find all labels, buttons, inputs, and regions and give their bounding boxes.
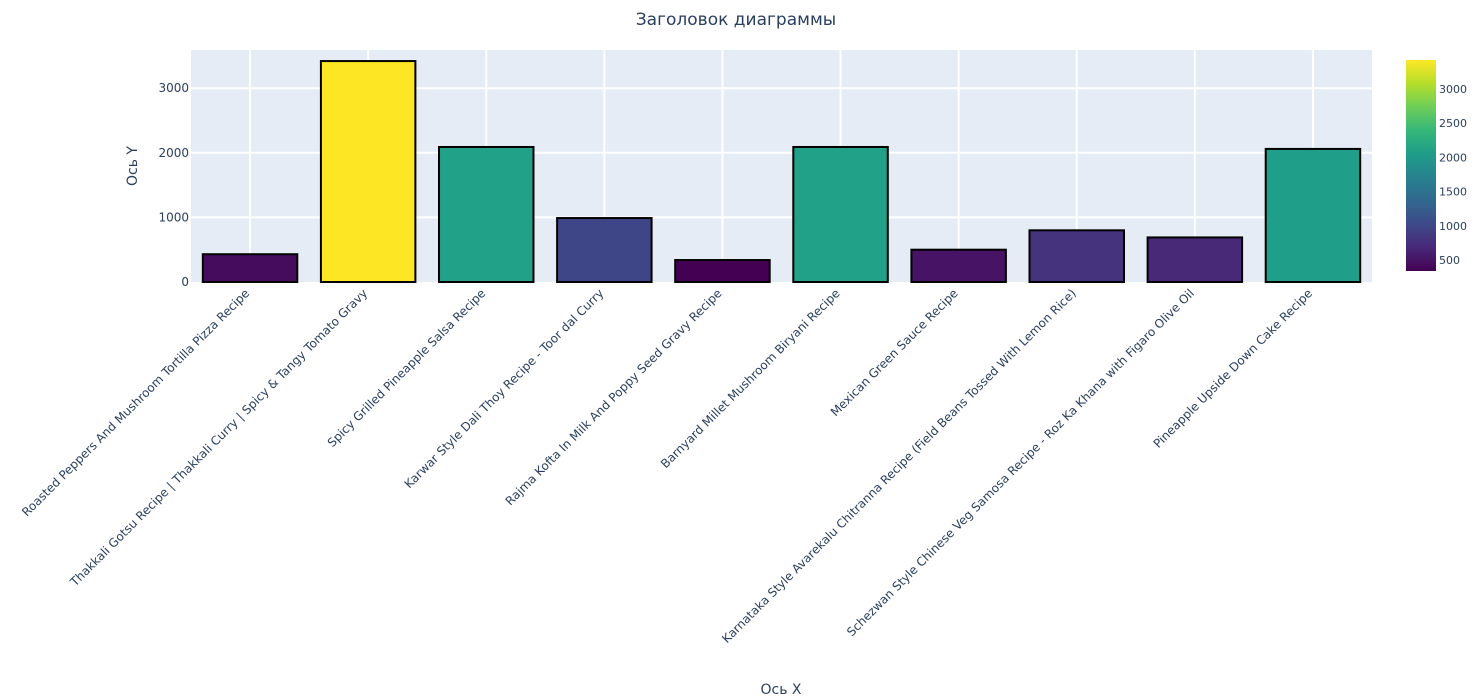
bar[interactable]: [1146, 236, 1244, 283]
x-tick-label: Karwar Style Dali Thoy Recipe - Toor dal…: [402, 286, 607, 491]
bar[interactable]: [201, 253, 299, 283]
colorbar-tick-label: 1500: [1439, 186, 1467, 199]
colorbar-tick-label: 2500: [1439, 117, 1467, 130]
bar[interactable]: [792, 145, 889, 283]
colorbar: 500 1000 1500 2000 2500 3000: [1406, 60, 1467, 271]
y-tick-label: 0: [181, 275, 189, 289]
bar[interactable]: [556, 217, 653, 284]
bar[interactable]: [674, 259, 771, 284]
x-axis-ticks: Roasted Peppers And Mushroom Tortilla Pi…: [19, 286, 1315, 646]
x-axis-title: Ось X: [760, 682, 801, 698]
x-tick-label: Mexican Green Sauce Recipe: [828, 286, 961, 419]
y-axis-title: Ось Y: [125, 146, 141, 186]
bar[interactable]: [910, 248, 1007, 283]
y-axis-ticks: 0 1000 2000 3000: [158, 81, 189, 289]
colorbar-tick-label: 2000: [1439, 151, 1467, 164]
bar[interactable]: [438, 145, 535, 283]
y-tick-label: 3000: [158, 81, 189, 95]
bar[interactable]: [319, 60, 417, 284]
bar[interactable]: [1264, 147, 1362, 283]
colorbar-tick-label: 500: [1439, 254, 1460, 267]
colorbar-tick-label: 1000: [1439, 220, 1467, 233]
y-tick-label: 2000: [158, 146, 189, 160]
bar[interactable]: [1028, 229, 1125, 284]
bars: [201, 60, 1362, 284]
colorbar-tick-label: 3000: [1439, 83, 1467, 96]
x-tick-label: Thakkali Gotsu Recipe | Thakkali Curry |…: [67, 286, 371, 590]
x-tick-label: Rajma Kofta In Milk And Poppy Seed Gravy…: [503, 286, 725, 508]
colorbar-ticks: 500 1000 1500 2000 2500 3000: [1439, 83, 1467, 267]
chart-title: Заголовок диаграммы: [636, 10, 836, 30]
colorbar-gradient: [1406, 60, 1436, 271]
y-tick-label: 1000: [158, 210, 189, 224]
x-tick-label: Roasted Peppers And Mushroom Tortilla Pi…: [19, 286, 252, 519]
